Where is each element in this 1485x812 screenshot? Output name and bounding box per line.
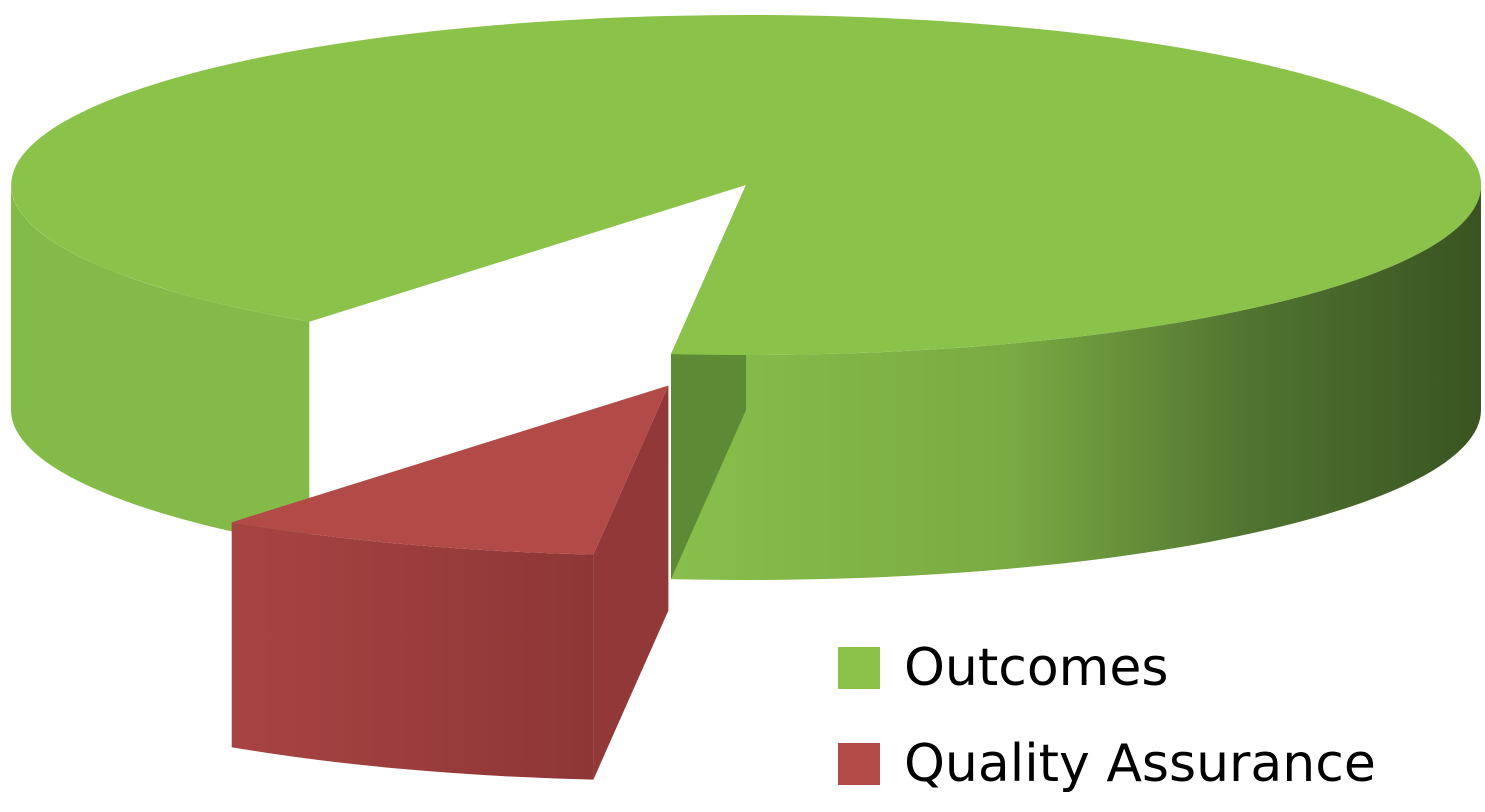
pie-chart	[11, 14, 1482, 780]
legend-item-quality-assurance: Quality Assurance	[838, 716, 1376, 812]
legend: Outcomes Quality Assurance	[838, 620, 1376, 812]
legend-label-outcomes: Outcomes	[904, 638, 1169, 698]
legend-item-outcomes: Outcomes	[838, 620, 1376, 716]
legend-swatch-quality-assurance	[838, 743, 880, 785]
pie-slice-outcomes-side-right	[671, 185, 1481, 580]
legend-swatch-outcomes	[838, 647, 880, 689]
pie-slice-quality-assurance	[231, 385, 669, 555]
pie-slice-outcomes	[11, 14, 1482, 355]
pie-slice-quality-assurance-cut-face	[593, 385, 669, 780]
pie-slice-quality-assurance-side	[231, 522, 594, 780]
pie-slice-outcomes-side-left	[11, 185, 310, 547]
legend-label-quality-assurance: Quality Assurance	[904, 734, 1376, 794]
